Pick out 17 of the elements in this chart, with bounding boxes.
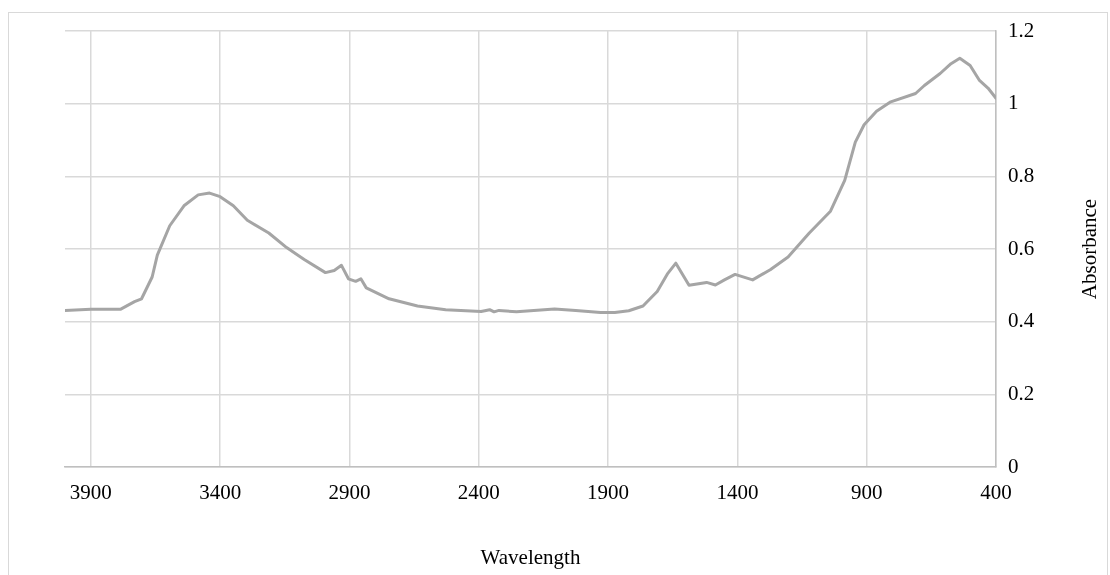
x-tick-label: 2400 [457, 480, 500, 505]
y-tick-label: 0.6 [1008, 235, 1035, 260]
y-tick-label: 0.4 [1008, 308, 1035, 333]
x-axis-title: Wavelength [480, 544, 581, 569]
x-tick-label: 900 [850, 480, 883, 505]
y-tick-label: 0.8 [1008, 162, 1035, 187]
x-tick-label: 1400 [716, 480, 759, 505]
y-tick-label: 0 [1008, 453, 1019, 478]
y-tick-label: 1 [1008, 90, 1019, 115]
x-tick-label: 3400 [199, 480, 242, 505]
x-tick-label: 2900 [328, 480, 371, 505]
x-tick-label: 1900 [587, 480, 630, 505]
y-axis-title: Absorbance [1076, 198, 1101, 300]
x-tick-label: 3900 [69, 480, 112, 505]
y-tick-label: 0.2 [1008, 380, 1035, 405]
x-tick-label: 400 [980, 480, 1012, 505]
y-tick-label: 1.2 [1008, 17, 1035, 42]
